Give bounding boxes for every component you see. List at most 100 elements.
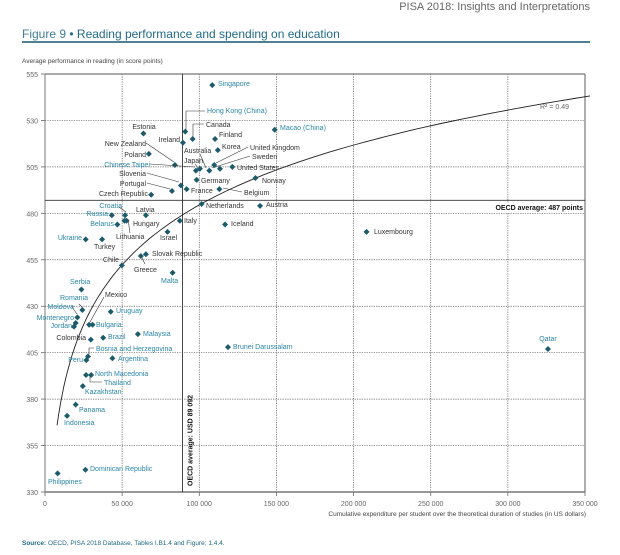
leader-line <box>211 155 251 169</box>
point-label: Panama <box>79 407 105 414</box>
data-point <box>198 201 205 208</box>
point-label: Sweden <box>252 154 277 161</box>
data-point <box>88 371 95 378</box>
data-point <box>109 355 116 362</box>
x-tick-label: 50 000 <box>111 501 133 508</box>
data-point <box>107 308 114 315</box>
leader-line <box>89 296 105 323</box>
running-header: PISA 2018: Insights and Interpretations <box>399 1 590 13</box>
leader-line <box>118 206 127 213</box>
data-point <box>177 182 184 189</box>
point-label: Norway <box>262 178 286 185</box>
point-label: Czech Republic <box>99 191 149 198</box>
data-point <box>79 306 86 313</box>
point-label: Hong Kong (China) <box>207 108 267 115</box>
oecd-average-y-label-bg <box>481 203 583 212</box>
point-label: Peru <box>68 357 83 364</box>
data-point <box>140 130 147 137</box>
point-label: Dominican Republic <box>90 466 153 473</box>
y-axis-label: Average performance in reading (in score… <box>22 58 163 65</box>
data-point <box>148 191 155 198</box>
data-point <box>214 147 221 154</box>
figure-number: Figure 9 <box>22 27 67 41</box>
data-point <box>87 336 94 343</box>
point-label: Slovenia <box>119 171 146 178</box>
data-point <box>134 331 141 338</box>
data-point <box>363 228 370 235</box>
data-point <box>54 470 61 477</box>
oecd-average-x-label: OECD average: USD 89 092 <box>187 395 194 486</box>
data-point <box>196 165 203 172</box>
point-label: United States <box>237 165 280 172</box>
leader-line <box>222 187 243 193</box>
data-point <box>164 228 171 235</box>
data-point <box>229 163 236 170</box>
data-point <box>108 212 115 219</box>
data-point <box>86 321 93 328</box>
x-tick-label: 300 000 <box>495 501 520 508</box>
data-point <box>118 262 125 269</box>
point-label: Chinese Taipei <box>104 162 150 169</box>
point-label: New Zealand <box>105 141 146 148</box>
data-point <box>83 357 90 364</box>
leader-line <box>146 182 171 190</box>
data-point <box>122 212 129 219</box>
x-tick-label: 350 000 <box>572 501 597 508</box>
point-label: Japan <box>184 158 203 165</box>
data-point <box>64 412 71 419</box>
point-label: Finland <box>219 132 242 139</box>
point-label: Colombia <box>56 335 86 342</box>
data-point <box>71 323 78 330</box>
point-label: Slovak Republic <box>152 251 203 258</box>
point-label: Montenegro <box>37 315 74 322</box>
leader-line <box>145 142 175 163</box>
data-point <box>182 128 189 135</box>
leader-line <box>215 146 249 164</box>
title-rule <box>22 41 590 43</box>
data-point <box>183 186 190 193</box>
y-tick-label: 430 <box>26 304 38 311</box>
y-tick-label: 455 <box>26 258 38 265</box>
point-label: Mexico <box>105 292 127 299</box>
data-point <box>142 212 149 219</box>
point-label: Bulgaria <box>96 322 122 329</box>
point-label: Germany <box>201 178 230 185</box>
data-point <box>544 345 551 352</box>
point-label: Belarus <box>90 221 114 228</box>
leader-line <box>88 347 94 354</box>
point-label: Kazakhstan <box>85 389 122 396</box>
point-label: Iceland <box>231 221 254 228</box>
data-point <box>193 176 200 183</box>
point-label: Brunei Darussalam <box>233 344 293 351</box>
point-label: Canada <box>206 122 231 129</box>
point-label: Qatar <box>539 336 557 343</box>
point-label: Thailand <box>104 380 131 387</box>
x-tick-label: 250 000 <box>418 501 443 508</box>
point-label: Jordan <box>51 323 73 330</box>
point-label: Belgium <box>244 190 269 197</box>
data-point <box>78 286 85 293</box>
point-label: Korea <box>222 144 241 151</box>
trendline <box>56 95 591 426</box>
point-label: Italy <box>184 218 197 225</box>
y-tick-label: 380 <box>26 397 38 404</box>
data-point <box>222 221 229 228</box>
oecd-average-y-label: OECD average: 487 points <box>495 205 583 212</box>
data-point <box>72 401 79 408</box>
point-label: Ukraine <box>58 235 82 242</box>
point-label: Latvia <box>136 207 155 214</box>
data-point <box>257 202 264 209</box>
y-tick-label: 555 <box>26 72 38 79</box>
point-label: Croatia <box>99 203 122 210</box>
source-note: Source: OECD, PISA 2018 Database, Tables… <box>22 540 225 547</box>
data-point <box>168 188 175 195</box>
data-point <box>179 139 186 146</box>
point-label: Russia <box>87 211 109 218</box>
data-point <box>82 466 89 473</box>
data-point <box>171 162 178 169</box>
x-tick-label: 200 000 <box>341 501 366 508</box>
point-label: Luxembourg <box>374 229 413 236</box>
y-tick-label: 480 <box>26 211 38 218</box>
x-tick-label: 100 000 <box>187 501 212 508</box>
